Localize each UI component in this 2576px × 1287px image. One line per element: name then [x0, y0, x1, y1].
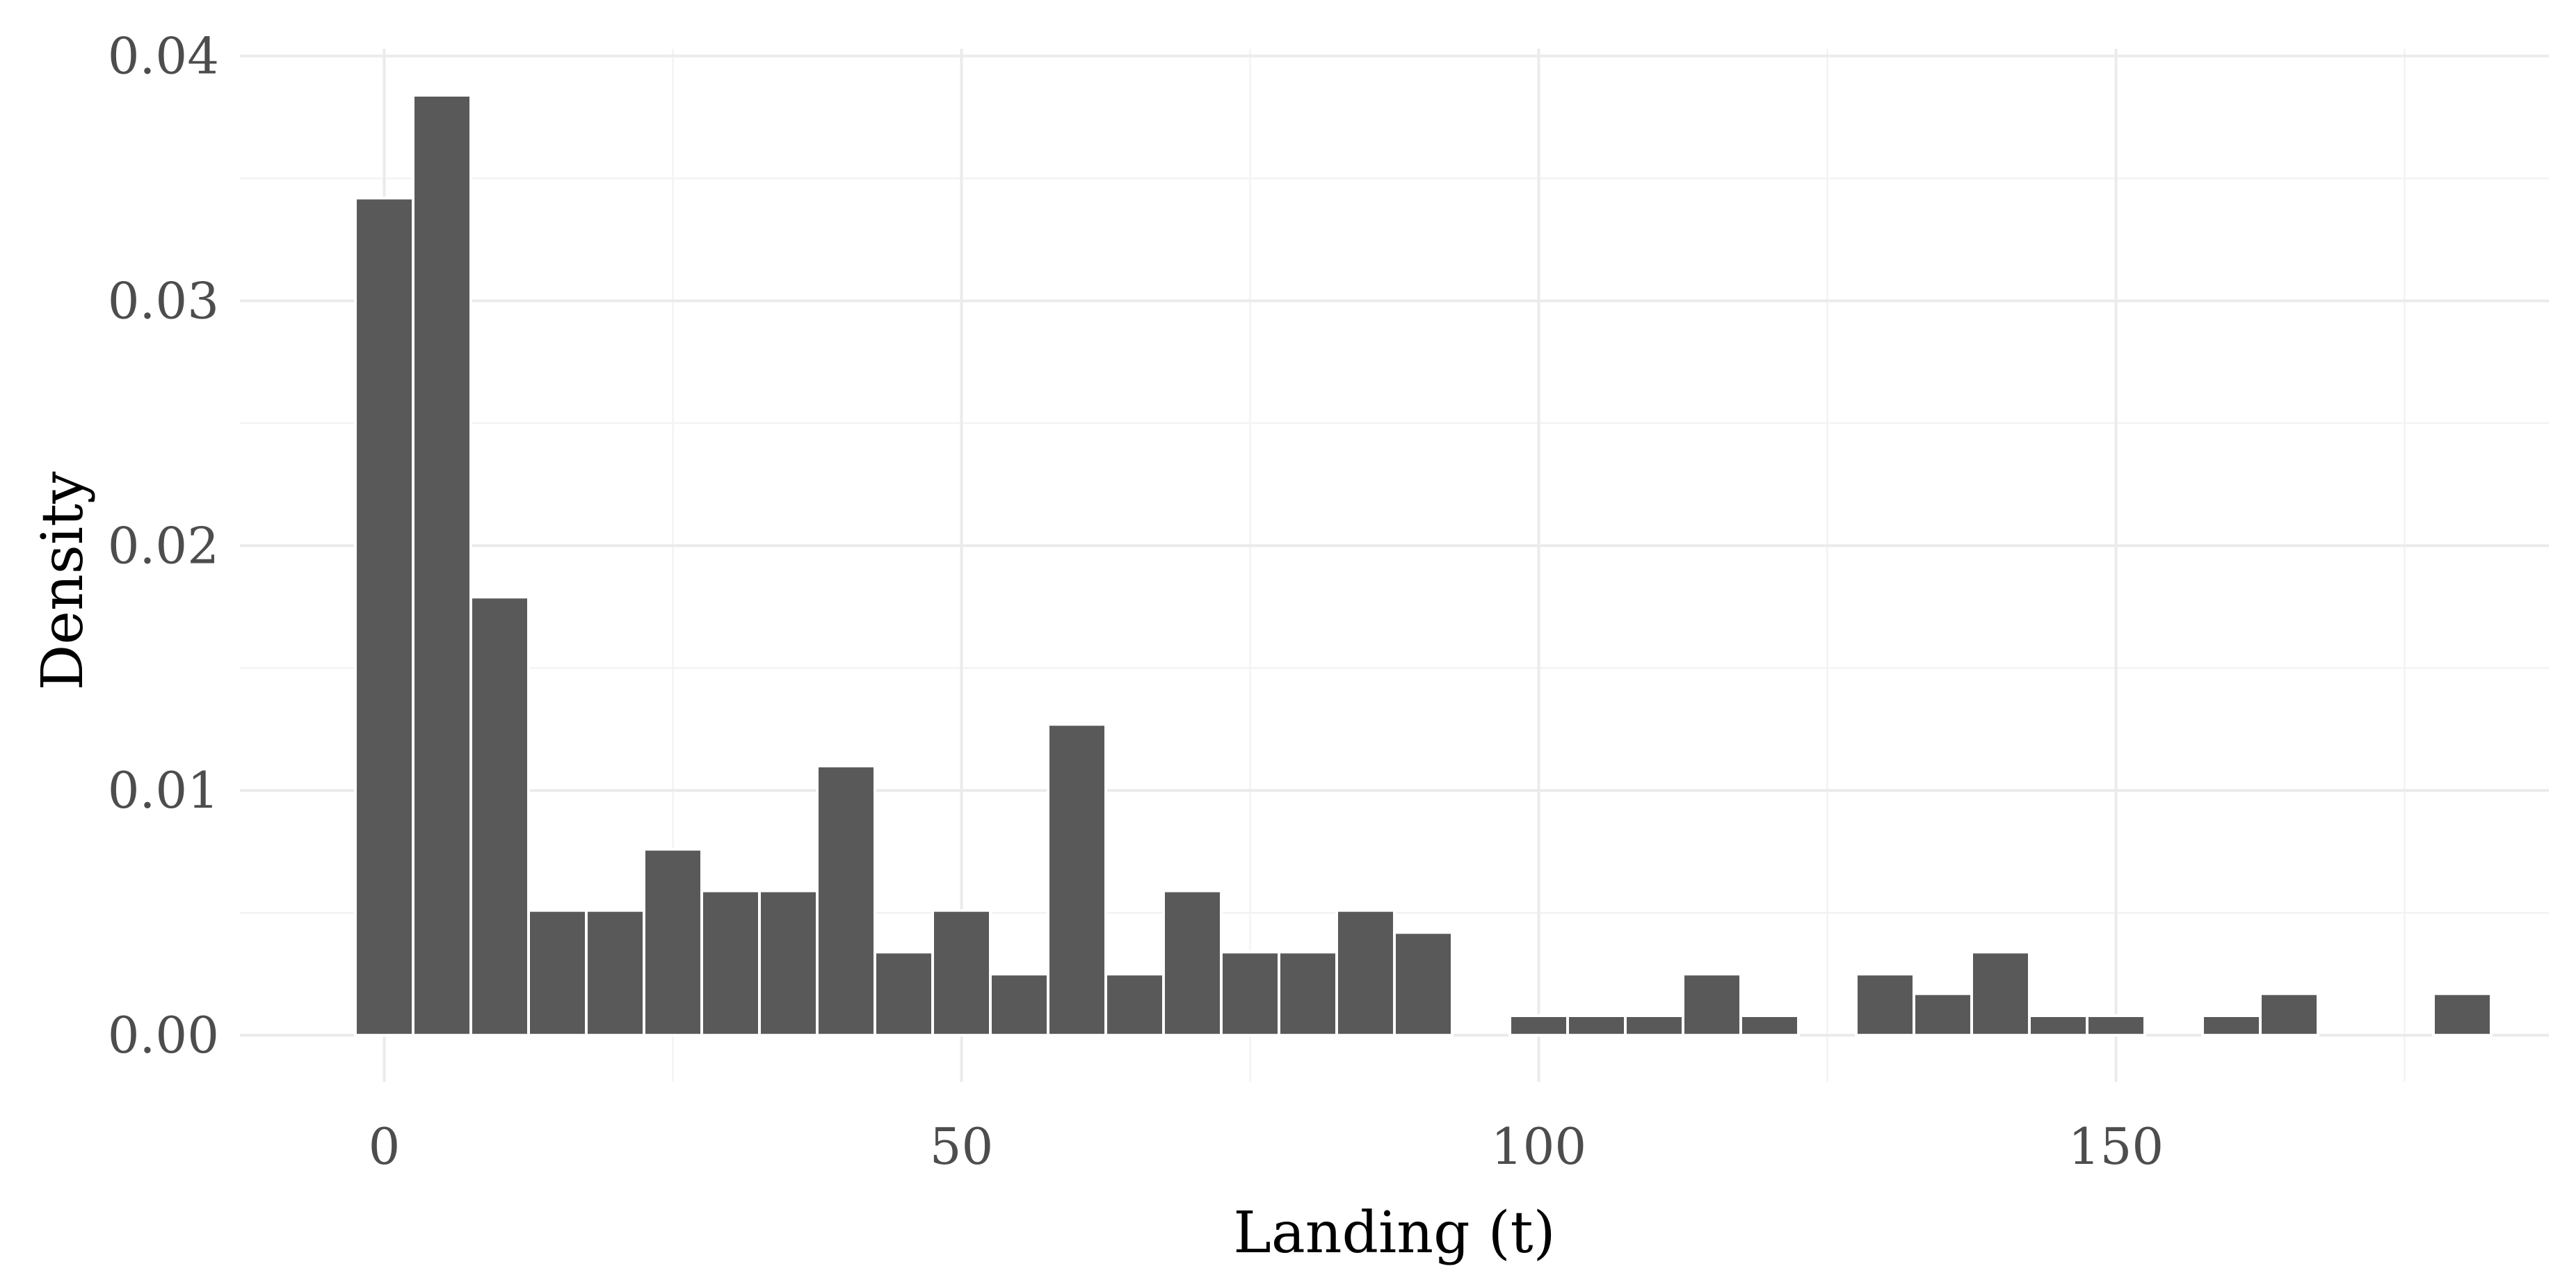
histogram-bar: [1739, 1014, 1800, 1037]
histogram-bars: [354, 93, 2493, 1037]
histogram-bar: [2259, 992, 2319, 1037]
x-axis-title: Landing (t): [1233, 1200, 1555, 1266]
histogram-bar: [2201, 1014, 2262, 1037]
histogram-bar: [585, 909, 645, 1037]
histogram-bar: [758, 889, 819, 1037]
histogram-bar: [1913, 992, 1973, 1037]
histogram-bar: [643, 847, 703, 1037]
y-tick-label: 0.00: [108, 1006, 219, 1064]
histogram-bar: [1335, 909, 1396, 1037]
y-axis-title: Density: [30, 471, 96, 690]
histogram-bar: [1393, 931, 1454, 1037]
histogram-bar: [1220, 950, 1280, 1037]
histogram-bar: [1104, 973, 1165, 1037]
histogram-bar: [1508, 1014, 1569, 1037]
histogram-bar: [700, 889, 761, 1037]
histogram-bar: [1047, 723, 1107, 1037]
histogram-bar: [1970, 950, 2031, 1037]
histogram-bar: [2086, 1014, 2146, 1037]
x-tick-label: 0: [369, 1117, 401, 1176]
histogram-bar: [989, 973, 1049, 1037]
histogram-bar: [2432, 992, 2493, 1037]
x-tick-label: 100: [1491, 1117, 1586, 1176]
histogram-bar: [412, 93, 472, 1037]
y-axis-ticks: 0.00 0.01 0.02 0.03 0.04: [108, 27, 219, 1065]
histogram-bar: [1682, 973, 1742, 1037]
y-tick-label: 0.03: [108, 271, 219, 330]
y-tick-label: 0.02: [108, 516, 219, 575]
histogram-bar: [469, 595, 530, 1037]
x-tick-label: 150: [2068, 1117, 2164, 1176]
histogram-bar: [1278, 950, 1338, 1037]
histogram-bar: [816, 765, 876, 1037]
x-axis-ticks: 0 50 100 150: [369, 1117, 2164, 1176]
histogram-bar: [1566, 1014, 1627, 1037]
histogram-bar: [1162, 889, 1223, 1037]
y-tick-label: 0.01: [108, 761, 219, 820]
histogram-bar: [354, 196, 414, 1037]
histogram-bar: [527, 909, 588, 1037]
histogram-bar: [1624, 1014, 1684, 1037]
x-tick-label: 50: [930, 1117, 994, 1176]
y-tick-label: 0.04: [108, 27, 219, 86]
histogram-bar: [931, 909, 992, 1037]
histogram-bar: [874, 950, 934, 1037]
histogram-bar: [2028, 1014, 2088, 1037]
histogram-bar: [1855, 973, 1915, 1037]
